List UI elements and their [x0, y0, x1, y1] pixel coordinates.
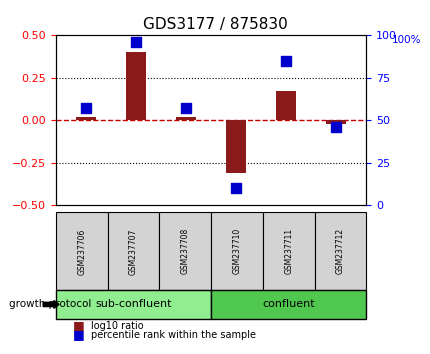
Bar — [326, 120, 346, 124]
Text: sub-confluent: sub-confluent — [95, 299, 172, 309]
Point — [332, 124, 339, 130]
Text: GSM237712: GSM237712 — [335, 228, 344, 274]
Point — [232, 185, 239, 191]
Bar — [276, 91, 295, 120]
Text: ■: ■ — [73, 319, 85, 332]
Text: GSM237707: GSM237707 — [129, 228, 138, 275]
Text: log10 ratio: log10 ratio — [90, 321, 143, 331]
Point — [132, 39, 139, 45]
Text: confluent: confluent — [262, 299, 314, 309]
Text: GSM237710: GSM237710 — [232, 228, 241, 274]
Text: percentile rank within the sample: percentile rank within the sample — [90, 330, 255, 339]
Point — [83, 105, 89, 111]
Bar — [126, 52, 146, 120]
Text: 100%: 100% — [391, 35, 421, 45]
Text: growth protocol: growth protocol — [9, 299, 91, 309]
Bar — [176, 117, 196, 120]
Bar — [226, 120, 246, 173]
Bar — [76, 117, 96, 120]
Point — [282, 58, 289, 64]
Text: GSM237706: GSM237706 — [77, 228, 86, 275]
Point — [182, 105, 189, 111]
Text: GDS3177 / 875830: GDS3177 / 875830 — [143, 17, 287, 32]
Text: GSM237708: GSM237708 — [181, 228, 189, 274]
Text: ■: ■ — [73, 328, 85, 341]
Text: GSM237711: GSM237711 — [284, 228, 292, 274]
